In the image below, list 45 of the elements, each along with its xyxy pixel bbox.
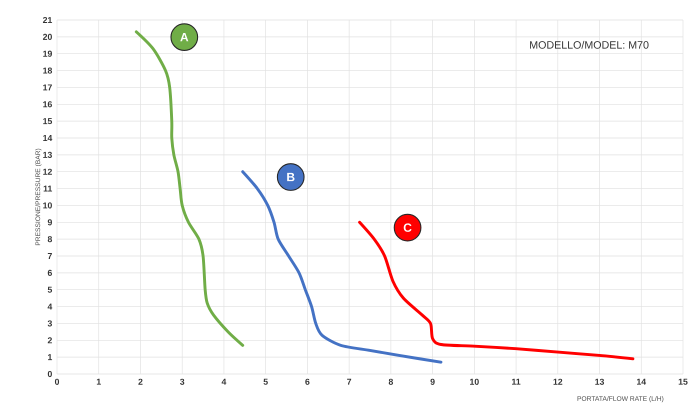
y-tick-label: 16 xyxy=(43,101,52,108)
y-tick-label: 2 xyxy=(48,337,52,344)
x-tick-label: 12 xyxy=(554,378,562,385)
y-tick-label: 10 xyxy=(43,202,52,208)
x-tick-label: 6 xyxy=(305,378,310,385)
y-tick-label: 8 xyxy=(48,236,52,242)
y-tick-label: 7 xyxy=(48,253,52,259)
y-tick-label: 3 xyxy=(48,320,52,327)
x-tick-label: 13 xyxy=(595,378,604,385)
x-tick-label: 3 xyxy=(180,378,184,385)
text: C xyxy=(404,223,412,232)
x-tick-label: 0 xyxy=(54,378,60,385)
x-tick-label: 1 xyxy=(96,378,101,385)
x-tick-label: 9 xyxy=(430,378,435,385)
y-tick-label: 17 xyxy=(43,84,52,90)
line-series xyxy=(358,220,634,360)
y-tick-label: 11 xyxy=(44,186,52,192)
y-tick-label: 12 xyxy=(43,168,52,175)
x-tick-label: 14 xyxy=(636,378,646,385)
y-tick-label: 21 xyxy=(42,16,52,24)
annotation: MODELLO/MODEL: M70 xyxy=(530,40,649,49)
y-tick-label: 18 xyxy=(43,68,52,74)
x-tick-label: 8 xyxy=(388,378,394,385)
x-tick-label: 5 xyxy=(264,378,268,385)
y-tick-label: 15 xyxy=(43,118,52,124)
y-tick-label: 19 xyxy=(43,50,52,57)
y-tick-label: 14 xyxy=(43,135,52,141)
text: B xyxy=(287,172,294,182)
y-tick-label: 9 xyxy=(48,219,52,226)
line-series xyxy=(134,30,244,347)
y-tick-label: 13 xyxy=(43,152,52,158)
line-series xyxy=(241,170,442,364)
y-tick-label: 20 xyxy=(42,34,52,40)
x-tick-label: 7 xyxy=(347,378,352,385)
x-tick-label: 2 xyxy=(138,378,143,385)
x-tick-label: 15 xyxy=(678,378,688,385)
y-tick-label: 1 xyxy=(48,354,52,360)
y-tick-label: 5 xyxy=(48,286,52,293)
x-tick-label: 10 xyxy=(470,378,479,385)
y-tick-label: 0 xyxy=(48,370,52,378)
y-tick-label: 6 xyxy=(48,270,52,276)
x-tick-label: 11 xyxy=(512,378,520,385)
text: A xyxy=(180,33,188,42)
y-tick-label: 4 xyxy=(48,304,52,310)
x-tick-label: 4 xyxy=(222,378,226,385)
